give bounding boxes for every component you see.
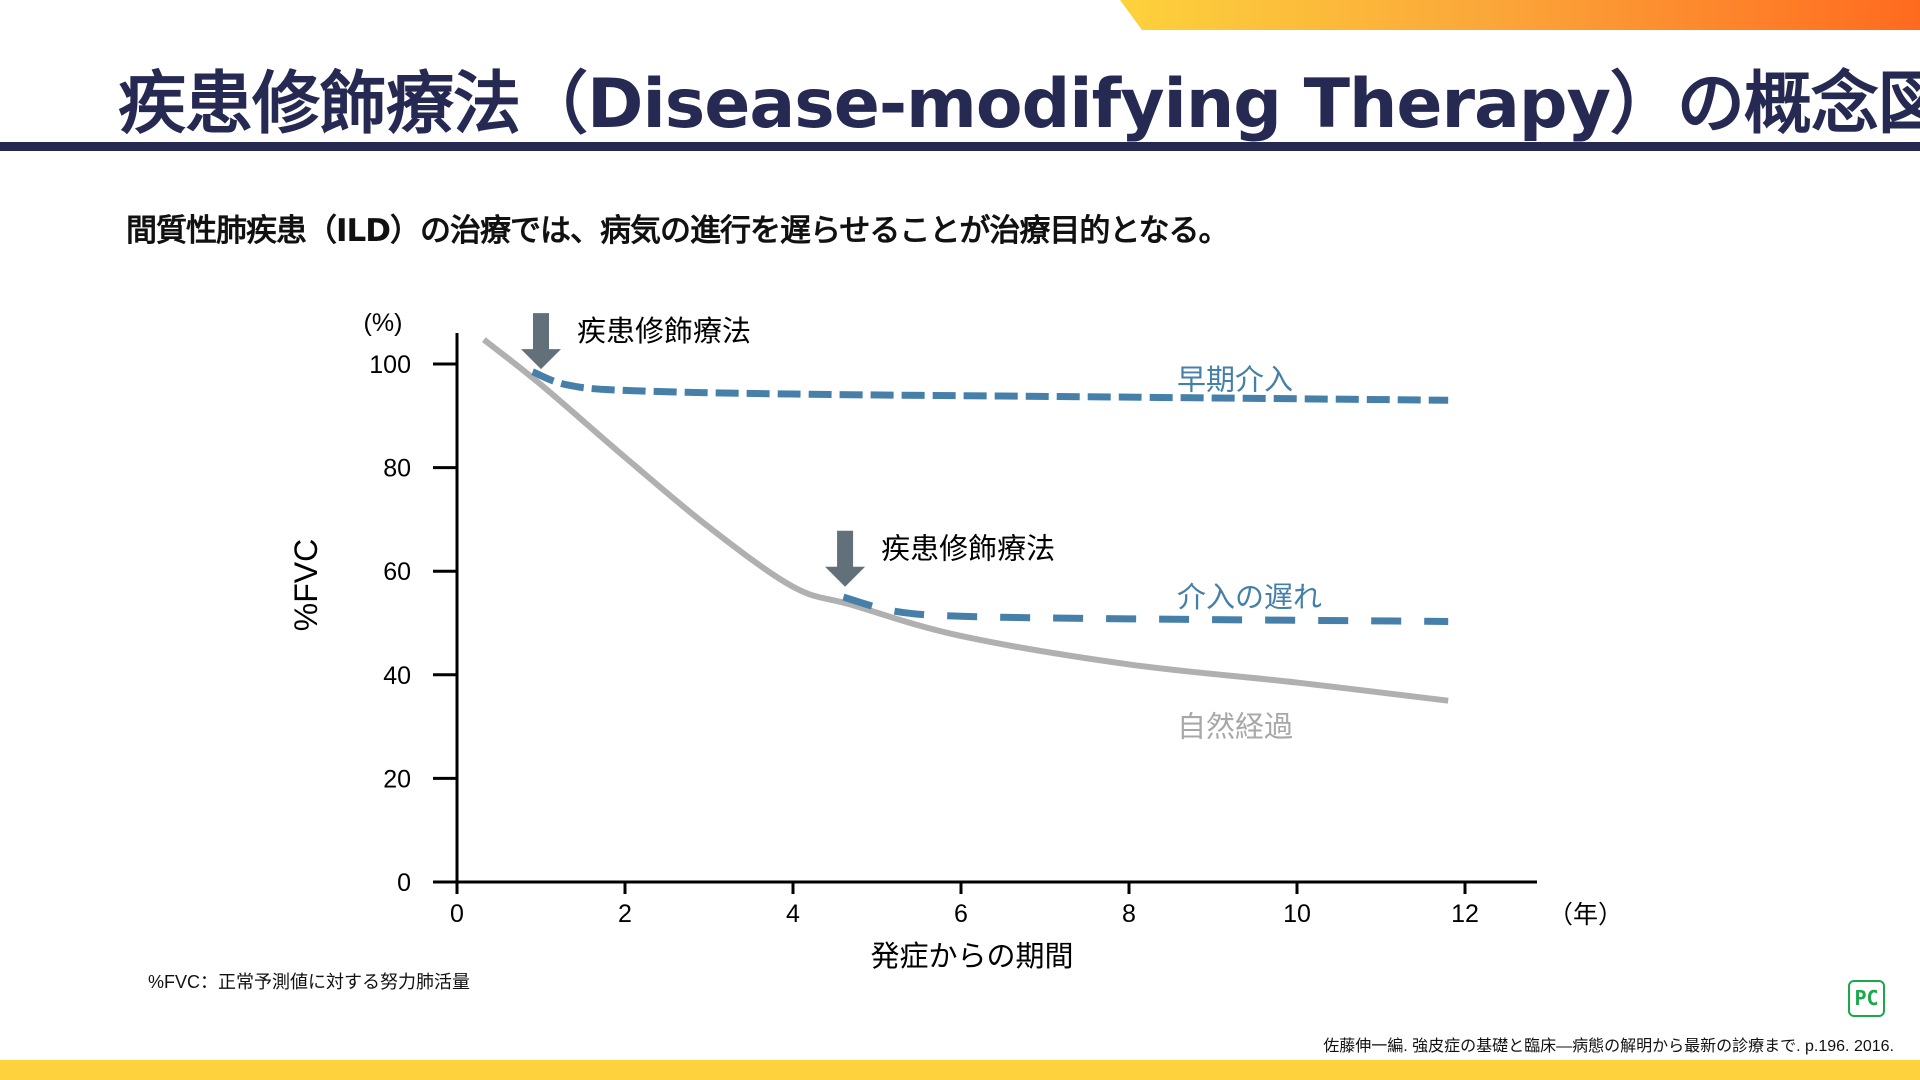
subtitle: 間質性肺疾患（ILD）の治療では、病気の進行を遅らせることが治療目的となる。 — [126, 213, 1229, 249]
early-intervention-line — [531, 368, 1449, 404]
y-tick-label: 0 — [397, 869, 411, 897]
y-axis-title: %FVC — [288, 539, 324, 631]
x-tick-label: 8 — [1122, 900, 1136, 928]
x-tick-label: 4 — [786, 900, 800, 928]
title-divider — [0, 142, 1920, 151]
x-tick-label: 2 — [618, 900, 632, 928]
x-tick-label: 6 — [954, 900, 968, 928]
y-tick-label: 20 — [383, 765, 411, 793]
bottom-accent-bar — [0, 1060, 1920, 1080]
delayed-intervention-label: 介入の遅れ — [1177, 582, 1322, 614]
x-tick-label: 0 — [450, 900, 464, 928]
delayed-therapy-label: 疾患修飾療法 — [881, 533, 1055, 566]
y-tick-label: 100 — [369, 351, 411, 379]
delayed-intervention-line — [842, 593, 1449, 625]
citation: 佐藤伸一編. 強皮症の基礎と臨床―病態の解明から最新の診療まで. p.196. … — [1323, 1038, 1894, 1055]
x-unit-label: （年） — [1548, 901, 1623, 929]
y-tick-label: 60 — [383, 558, 411, 586]
pc-logo: PC — [1848, 980, 1885, 1017]
top-accent-bar — [1120, 0, 1920, 30]
x-tick-label: 12 — [1451, 900, 1479, 928]
delayed-therapy-arrow-icon — [825, 530, 866, 587]
early-therapy-label: 疾患修飾療法 — [577, 315, 751, 348]
early-intervention-label: 早期介入 — [1177, 364, 1293, 396]
natural-course-label: 自然経過 — [1177, 710, 1293, 743]
x-axis-title: 発症からの期間 — [870, 940, 1073, 973]
early-therapy-arrow-icon — [521, 313, 561, 370]
page-title: 疾患修飾療法（Disease-modifying Therapy）の概念図 — [118, 65, 1920, 144]
natural-course-line — [482, 337, 1449, 704]
y-tick-label: 40 — [383, 662, 411, 690]
y-unit-label: (%) — [364, 309, 403, 337]
y-tick-label: 80 — [383, 455, 411, 483]
x-tick-label: 10 — [1283, 900, 1311, 928]
footnote: %FVC：正常予測値に対する努力肺活量 — [148, 972, 471, 992]
